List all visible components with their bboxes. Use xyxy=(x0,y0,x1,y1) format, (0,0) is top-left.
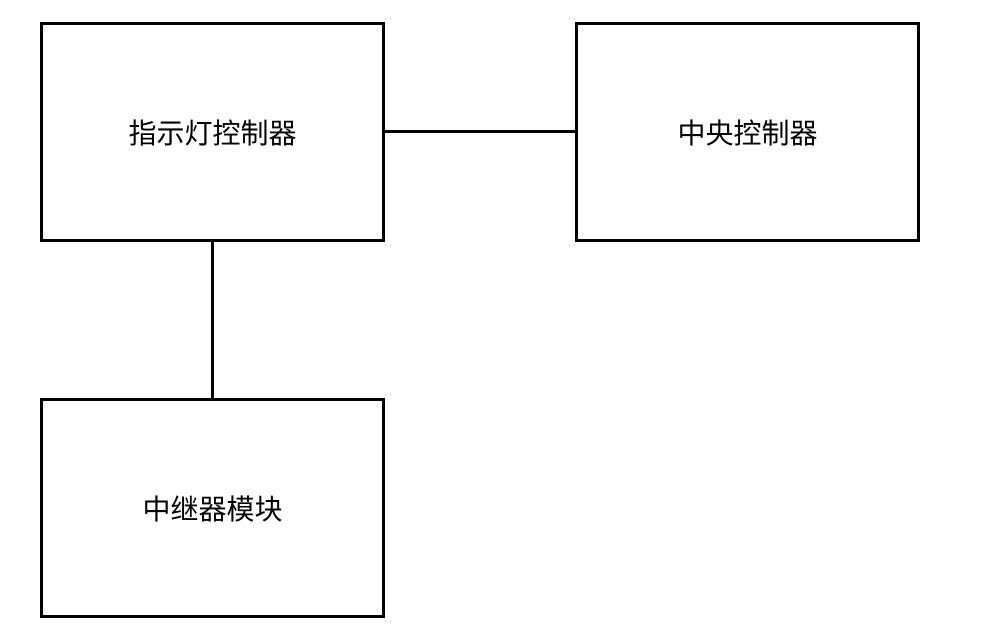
diagram-canvas: 指示灯控制器 中央控制器 中继器模块 xyxy=(0,0,1000,641)
edge-indicator-to-central xyxy=(385,130,575,133)
node-repeater-module: 中继器模块 xyxy=(40,398,385,618)
edge-indicator-to-repeater xyxy=(211,242,214,398)
node-label-central-controller: 中央控制器 xyxy=(677,112,817,152)
node-central-controller: 中央控制器 xyxy=(575,22,920,242)
node-indicator-controller: 指示灯控制器 xyxy=(40,22,385,242)
node-label-indicator-controller: 指示灯控制器 xyxy=(128,112,296,152)
node-label-repeater-module: 中继器模块 xyxy=(142,488,282,528)
